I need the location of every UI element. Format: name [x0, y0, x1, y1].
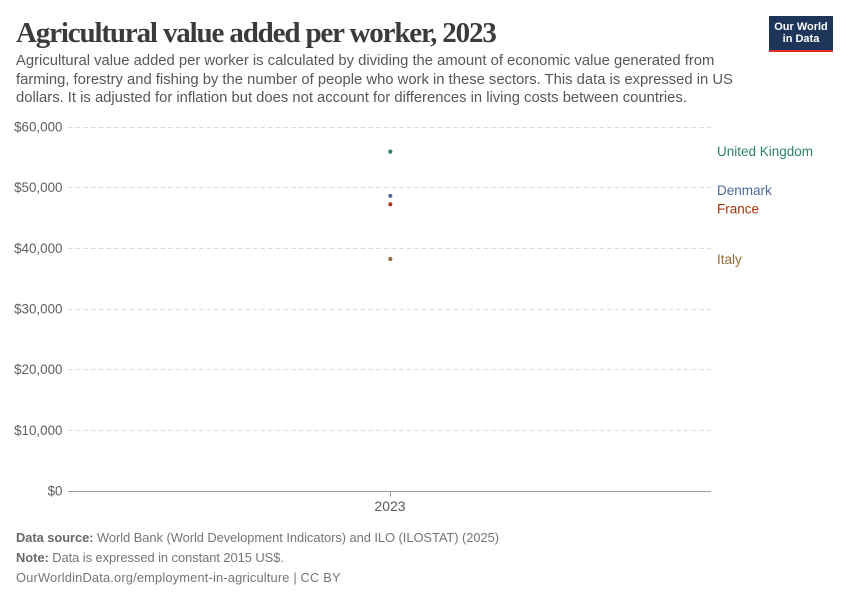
svg-text:$60,000: $60,000	[14, 120, 62, 135]
svg-text:Italy: Italy	[717, 252, 742, 267]
svg-text:$30,000: $30,000	[14, 302, 62, 317]
svg-text:Denmark: Denmark	[717, 183, 772, 198]
svg-text:$50,000: $50,000	[14, 180, 62, 195]
svg-text:2023: 2023	[374, 498, 405, 514]
svg-text:$40,000: $40,000	[14, 241, 62, 256]
svg-text:$0: $0	[48, 484, 63, 499]
svg-text:France: France	[717, 202, 759, 217]
svg-text:$10,000: $10,000	[14, 423, 62, 438]
svg-text:$20,000: $20,000	[14, 362, 62, 377]
svg-text:United Kingdom: United Kingdom	[717, 144, 813, 159]
